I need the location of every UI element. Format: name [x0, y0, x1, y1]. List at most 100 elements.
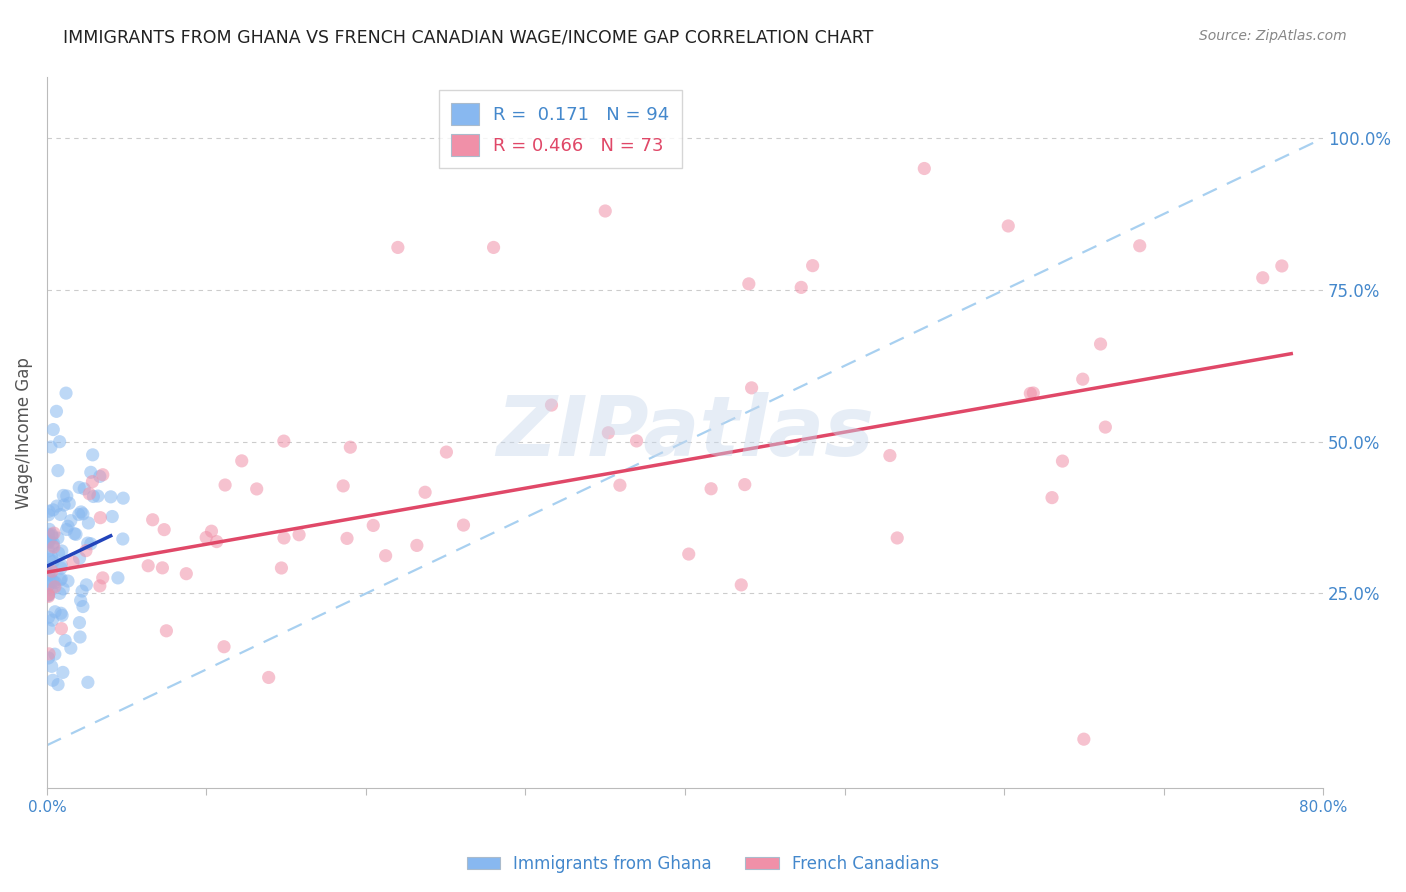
- Point: [89, 469, 111, 483]
- Point: [214, 478, 236, 492]
- Point: [413, 485, 436, 500]
- Point: [49, 561, 72, 575]
- Point: [53, 498, 76, 512]
- Point: [142, 513, 165, 527]
- Point: [540, 398, 562, 412]
- Point: [37, 578, 59, 592]
- Point: [246, 482, 269, 496]
- Point: [42, 673, 65, 688]
- Point: [44, 605, 66, 619]
- Point: [82, 448, 104, 462]
- Point: [38, 552, 60, 566]
- Point: [82, 490, 104, 504]
- Point: [336, 532, 359, 546]
- Point: [48, 546, 70, 560]
- Point: [58, 496, 80, 510]
- Point: [273, 434, 295, 449]
- Point: [38, 590, 60, 604]
- Point: [52, 582, 75, 596]
- Point: [1090, 337, 1112, 351]
- Point: [176, 566, 198, 581]
- Point: [49, 573, 72, 587]
- Point: [38, 533, 60, 547]
- Point: [55, 523, 77, 537]
- Point: [39, 582, 62, 597]
- Point: [55, 489, 77, 503]
- Point: [69, 630, 91, 644]
- Point: [91, 571, 114, 585]
- Point: [482, 240, 505, 254]
- Point: [55, 386, 77, 401]
- Point: [257, 670, 280, 684]
- Point: [45, 404, 67, 418]
- Point: [49, 508, 72, 522]
- Point: [59, 514, 82, 528]
- Point: [75, 578, 97, 592]
- Point: [75, 543, 97, 558]
- Point: [886, 531, 908, 545]
- Point: [62, 555, 84, 569]
- Point: [42, 503, 65, 517]
- Point: [195, 531, 218, 545]
- Point: [51, 544, 73, 558]
- Point: [87, 489, 110, 503]
- Point: [41, 549, 63, 564]
- Point: [38, 544, 60, 558]
- Point: [44, 647, 66, 661]
- Point: [741, 381, 763, 395]
- Point: [1251, 270, 1274, 285]
- Point: [79, 487, 101, 501]
- Point: [626, 434, 648, 448]
- Point: [801, 259, 824, 273]
- Point: [1019, 386, 1042, 401]
- Point: [56, 519, 79, 533]
- Point: [39, 566, 62, 581]
- Point: [374, 549, 396, 563]
- Point: [997, 219, 1019, 233]
- Point: [155, 624, 177, 638]
- Point: [1071, 372, 1094, 386]
- Point: [67, 480, 90, 494]
- Point: [37, 651, 59, 665]
- Point: [56, 574, 79, 588]
- Point: [70, 505, 93, 519]
- Point: [231, 454, 253, 468]
- Point: [69, 615, 91, 630]
- Point: [52, 488, 75, 502]
- Point: [41, 527, 63, 541]
- Point: [38, 568, 60, 582]
- Point: [1022, 386, 1045, 401]
- Text: IMMIGRANTS FROM GHANA VS FRENCH CANADIAN WAGE/INCOME GAP CORRELATION CHART: IMMIGRANTS FROM GHANA VS FRENCH CANADIAN…: [63, 29, 873, 46]
- Point: [69, 593, 91, 607]
- Point: [339, 440, 361, 454]
- Point: [1129, 239, 1152, 253]
- Point: [332, 479, 354, 493]
- Point: [37, 588, 59, 602]
- Point: [65, 527, 87, 541]
- Point: [42, 574, 65, 589]
- Point: [436, 445, 458, 459]
- Point: [37, 527, 59, 541]
- Point: [42, 526, 65, 541]
- Point: [288, 527, 311, 541]
- Text: ZIPatlas: ZIPatlas: [496, 392, 875, 473]
- Point: [46, 677, 69, 691]
- Point: [39, 577, 62, 591]
- Point: [72, 599, 94, 614]
- Point: [609, 478, 631, 492]
- Point: [593, 204, 616, 219]
- Point: [1094, 420, 1116, 434]
- Point: [39, 440, 62, 454]
- Point: [41, 613, 63, 627]
- Point: [879, 449, 901, 463]
- Point: [46, 464, 69, 478]
- Point: [51, 572, 73, 586]
- Point: [598, 425, 620, 440]
- Point: [89, 579, 111, 593]
- Point: [37, 587, 59, 601]
- Point: [80, 466, 103, 480]
- Point: [80, 537, 103, 551]
- Point: [111, 532, 134, 546]
- Point: [44, 575, 66, 590]
- Point: [678, 547, 700, 561]
